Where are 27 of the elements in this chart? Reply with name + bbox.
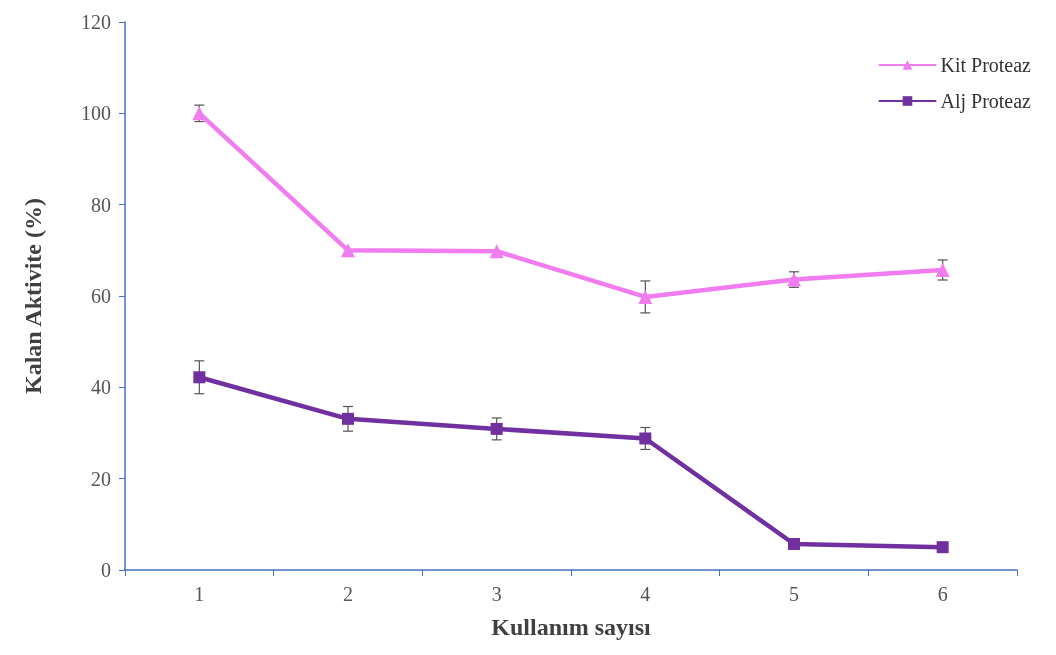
point — [638, 289, 653, 304]
x-tick-label: 5 — [789, 583, 799, 605]
x-axis-title: Kullanım sayısı — [491, 614, 652, 640]
point — [489, 244, 504, 259]
point — [490, 422, 503, 435]
y-tick-label: 40 — [91, 376, 111, 399]
point — [342, 412, 354, 425]
point — [788, 537, 800, 550]
y-tick-label: 80 — [91, 193, 111, 216]
legend-label: Kit Proteaz — [940, 54, 1032, 76]
y-tick-label: 120 — [81, 11, 111, 33]
point — [193, 371, 206, 384]
point — [341, 243, 355, 258]
y-tick-label: 20 — [91, 467, 111, 490]
x-tick-label: 6 — [937, 583, 948, 605]
x-tick-label: 4 — [640, 583, 651, 605]
x-tick-label: 2 — [343, 583, 353, 605]
x-tick-label: 3 — [491, 583, 502, 605]
point — [936, 541, 949, 554]
point — [639, 432, 652, 445]
y-axis-title: Kalan Aktivite (%) — [20, 198, 46, 394]
y-tick-label: 0 — [101, 559, 111, 581]
y-tick-label: 100 — [81, 102, 111, 125]
point — [935, 262, 950, 277]
legend-label: Alj Proteaz — [940, 90, 1032, 113]
x-tick-label: 1 — [194, 583, 205, 605]
y-tick-label: 60 — [91, 285, 111, 307]
